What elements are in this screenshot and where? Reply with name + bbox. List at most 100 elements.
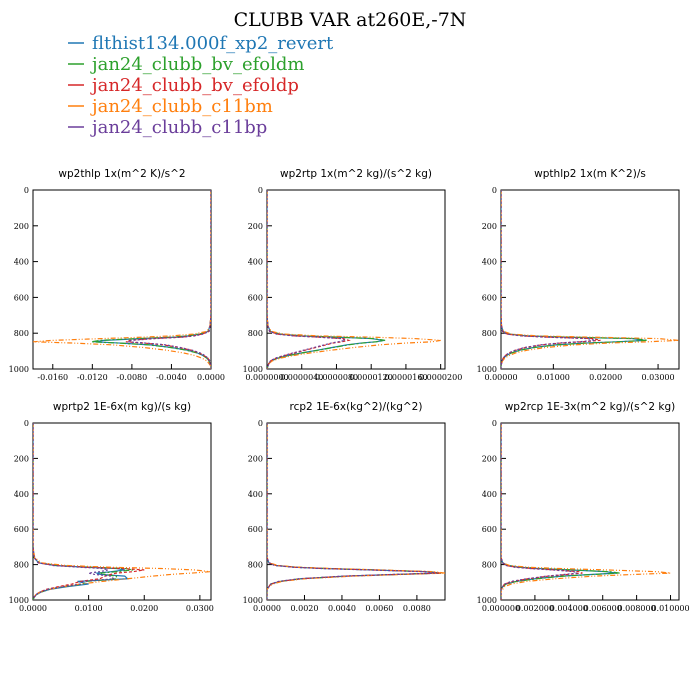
y-tick-label: 200: [248, 454, 263, 463]
series-line: [125, 190, 211, 369]
panel-title: wp2rtp 1x(m^2 kg)/(s^2 kg): [280, 168, 432, 180]
series-line: [501, 423, 620, 600]
x-tick-label: 0.0200: [130, 604, 158, 613]
legend-label: jan24_clubb_c11bm: [90, 96, 273, 117]
panel-title: rcp2 1E-6x(kg^2)/(kg^2): [290, 401, 423, 413]
y-tick-label: 600: [248, 525, 263, 534]
series-line: [33, 423, 116, 600]
series-line: [267, 190, 386, 369]
x-tick-label: -0.0080: [117, 373, 148, 382]
x-tick-label: 0.008000: [618, 604, 656, 613]
x-tick-label: 0.0000: [19, 604, 47, 613]
legend: flthist134.000f_xp2_revertjan24_clubb_bv…: [68, 33, 334, 138]
y-tick-label: 400: [248, 490, 263, 499]
panel-title: wp2thlp 1x(m^2 K)/s^2: [58, 168, 185, 180]
x-tick-label: 0.03000: [642, 373, 675, 382]
series-line: [267, 190, 385, 369]
legend-label: flthist134.000f_xp2_revert: [92, 33, 334, 54]
figure-title: CLUBB VAR at260E,-7N: [234, 9, 467, 31]
y-tick-label: 800: [482, 329, 497, 338]
x-tick-label: 0.0060: [365, 604, 393, 613]
chart-panel: wp2rtp 1x(m^2 kg)/(s^2 kg) 0 200 400 600 800 1…: [243, 168, 463, 382]
x-tick-label: -0.0160: [37, 373, 68, 382]
y-tick-label: 800: [14, 329, 29, 338]
x-tick-label: 0.010000: [651, 604, 689, 613]
y-tick-label: 800: [14, 561, 29, 570]
legend-label: jan24_clubb_bv_efoldm: [90, 54, 304, 75]
x-tick-label: 0.02000: [589, 373, 622, 382]
x-tick-label: 0.01000: [537, 373, 570, 382]
y-tick-label: 1000: [477, 365, 497, 374]
series-line: [267, 190, 351, 369]
panels: wp2thlp 1x(m^2 K)/s^2 0 200 400 600 800 1000 -0…: [9, 168, 690, 613]
y-tick-label: 1000: [477, 596, 497, 605]
x-tick-label: 0.004000: [550, 604, 588, 613]
x-tick-label: 0.000000: [482, 604, 520, 613]
x-tick-label: 0.006000: [584, 604, 622, 613]
series-line: [91, 190, 211, 369]
series-line: [501, 190, 679, 369]
chart-panel: wpthlp2 1x(m K^2)/s 0 200 400 600 800 10000.00…: [477, 168, 680, 382]
series-line: [33, 190, 211, 369]
x-tick-label: 0.0100: [75, 604, 103, 613]
y-tick-label: 200: [482, 454, 497, 463]
y-tick-label: 0: [24, 186, 29, 195]
series-line: [127, 190, 211, 369]
x-tick-label: 0.002000: [516, 604, 554, 613]
y-tick-label: 600: [14, 525, 29, 534]
x-tick-label: 0.0040: [328, 604, 356, 613]
y-tick-label: 800: [248, 561, 263, 570]
y-tick-label: 0: [258, 419, 263, 428]
panel-title: wprtp2 1E-6x(m kg)/(s kg): [53, 401, 191, 413]
panel-title: wp2rcp 1E-3x(m^2 kg)/(s^2 kg): [505, 401, 676, 413]
legend-label: jan24_clubb_c11bp: [90, 117, 267, 138]
y-tick-label: 0: [24, 419, 29, 428]
y-tick-label: 1000: [243, 365, 263, 374]
series-line: [33, 423, 145, 600]
x-tick-label: 0.00000: [484, 373, 517, 382]
x-tick-label: 0.0000: [253, 604, 281, 613]
y-tick-label: 0: [492, 186, 497, 195]
y-tick-label: 600: [14, 293, 29, 302]
x-tick-label: 0.0000040: [280, 373, 323, 382]
x-tick-label: 0.0000: [197, 373, 225, 382]
y-tick-label: 1000: [9, 596, 29, 605]
x-tick-label: 0.0000200: [419, 373, 462, 382]
chart-panel: wprtp2 1E-6x(m kg)/(s kg) 0 200 400 600 800 10…: [9, 401, 214, 613]
series-line: [501, 190, 601, 369]
y-tick-label: 200: [482, 222, 497, 231]
y-tick-label: 200: [14, 222, 29, 231]
series-line: [501, 423, 671, 600]
legend-label: jan24_clubb_bv_efoldp: [90, 75, 299, 96]
x-tick-label: 0.0000120: [350, 373, 393, 382]
y-tick-label: 400: [482, 490, 497, 499]
series-line: [33, 423, 210, 600]
x-tick-label: -0.0040: [156, 373, 187, 382]
y-tick-label: 0: [492, 419, 497, 428]
series-line: [267, 190, 441, 369]
y-tick-label: 800: [482, 561, 497, 570]
x-tick-label: -0.0120: [77, 373, 108, 382]
chart-panel: wp2thlp 1x(m^2 K)/s^2 0 200 400 600 800 1000 -0…: [9, 168, 225, 382]
x-tick-label: 0.0000160: [384, 373, 427, 382]
y-tick-label: 200: [248, 222, 263, 231]
x-tick-label: 0.0080: [403, 604, 431, 613]
series-line: [267, 190, 348, 369]
x-tick-label: 0.0000000: [245, 373, 288, 382]
y-tick-label: 1000: [9, 365, 29, 374]
y-tick-label: 400: [248, 258, 263, 267]
x-tick-label: 0.0020: [290, 604, 318, 613]
panel-title: wpthlp2 1x(m K^2)/s: [534, 168, 646, 180]
y-tick-label: 400: [14, 490, 29, 499]
y-tick-label: 400: [482, 258, 497, 267]
x-tick-label: 0.0000080: [315, 373, 358, 382]
chart-panel: rcp2 1E-6x(kg^2)/(kg^2) 0 200 400 600 800 1000…: [243, 401, 446, 613]
y-tick-label: 200: [14, 454, 29, 463]
y-tick-label: 1000: [243, 596, 263, 605]
y-tick-label: 0: [258, 186, 263, 195]
y-tick-label: 600: [482, 525, 497, 534]
y-tick-label: 600: [248, 293, 263, 302]
y-tick-label: 400: [14, 258, 29, 267]
